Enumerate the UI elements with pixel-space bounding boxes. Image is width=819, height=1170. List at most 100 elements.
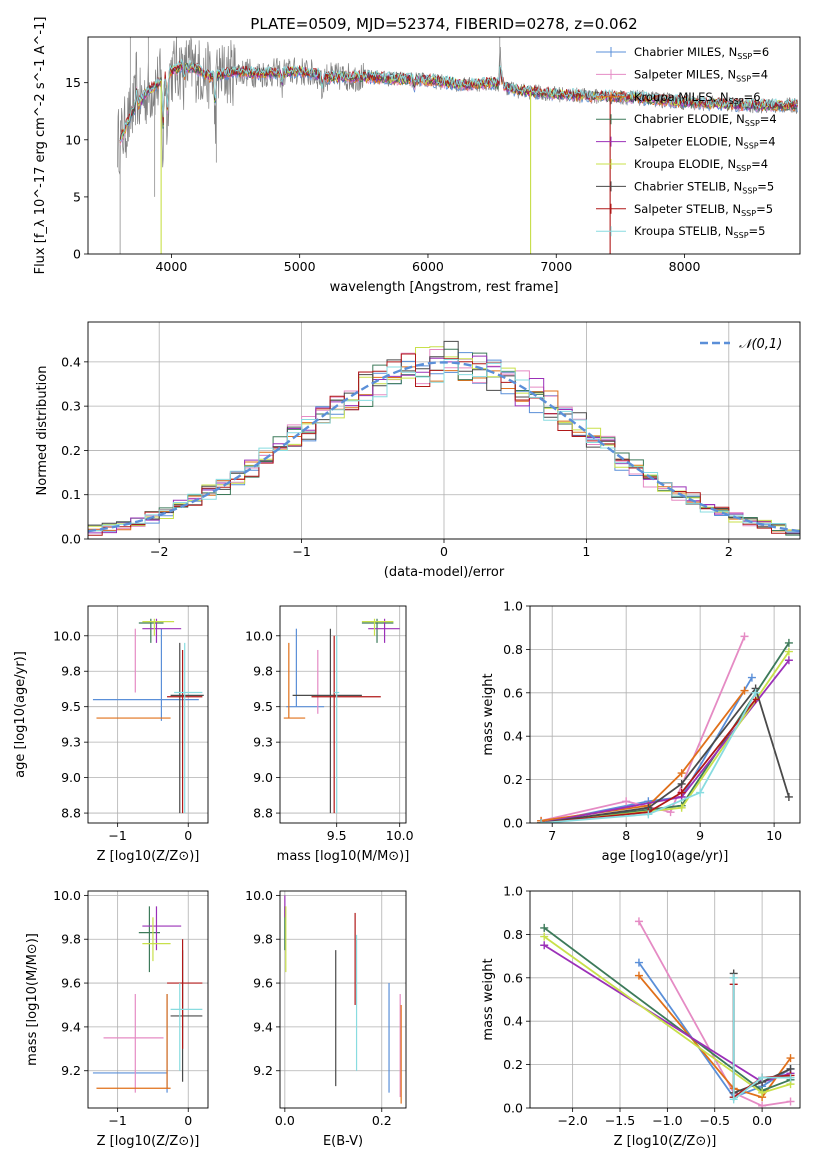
y-tick-label: 10.0: [53, 888, 81, 903]
x-tick-label: 0.0: [275, 1113, 295, 1128]
data-marker: [786, 1073, 795, 1082]
x-tick-label: 8000: [669, 259, 701, 274]
x-tick-label: 5000: [284, 259, 316, 274]
data-marker: [729, 1095, 738, 1104]
series-line: [540, 636, 746, 822]
y-tick-label: 9.8: [253, 664, 273, 679]
legend-model: Salpeter ELODIE: [634, 135, 728, 149]
legend-nssp: 5: [758, 224, 765, 238]
errorbar-point-kroupa-miles: [283, 642, 306, 719]
y-tick-label: 9.0: [61, 770, 81, 785]
y-tick-label: 10.0: [245, 888, 273, 903]
y-tick-label: 9.6: [253, 976, 273, 991]
legend-nssp: 4: [761, 157, 768, 171]
data-marker: [747, 673, 756, 682]
plot-area: [92, 618, 204, 814]
legend-nssp: 6: [762, 45, 769, 59]
y-tick-label: 8.8: [253, 806, 273, 821]
axes-frame: [87, 36, 801, 255]
y-tick-label: 0.2: [61, 443, 81, 458]
errorbar-point-kroupa-elodie: [142, 618, 175, 636]
errorbar-point-kroupa-stelib: [170, 983, 203, 1071]
data-marker: [677, 803, 686, 812]
ticks: −1 0 8.8 9.0 9.3 9.5 9.8 10.0: [53, 628, 192, 843]
x-tick-label: 2: [725, 544, 733, 559]
axes-frame: [529, 605, 801, 824]
panel-age-vs-mass: 9.5 10.0 8.8 9.0 9.3 9.5 9.8 10.0 mass [log10(M/…: [245, 605, 414, 864]
errorbar-point-chabrier-miles: [92, 994, 168, 1093]
x-axis-label: Z [log10(Z/Z⊙)]: [614, 1134, 717, 1149]
data-marker: [784, 638, 793, 647]
x-tick-label: 4000: [155, 259, 187, 274]
data-marker: [537, 819, 546, 823]
x-tick-label: 0.2: [372, 1113, 392, 1128]
x-tick-label: −0.5: [700, 1113, 730, 1128]
legend-nssp: 4: [769, 112, 776, 126]
plot-area: [537, 632, 793, 823]
errorbar-point-kroupa-miles: [96, 994, 171, 1089]
x-tick-label: −2.0: [557, 1113, 587, 1128]
series-salpeter-miles: [537, 632, 749, 823]
legend-model: Kroupa MILES: [634, 90, 713, 104]
legend: Chabrier MILES, NSSP=6 Salpeter MILES, NS…: [596, 45, 777, 240]
x-tick-label: 0: [184, 1113, 192, 1128]
errorbar-point-salpeter-elodie: [142, 618, 182, 643]
y-tick-label: 0.4: [61, 354, 81, 369]
x-tick-label: 7000: [540, 259, 572, 274]
x-tick-label: 0.0: [752, 1113, 772, 1128]
ticks: 0.0 0.2 9.2 9.4 9.6 9.8 10.0: [245, 888, 392, 1128]
data-marker: [677, 788, 686, 797]
errorbar-point-kroupa-elodie: [142, 917, 171, 962]
legend-label: Salpeter ELODIE, NSSP=4: [634, 135, 776, 151]
errorbar-point-kroupa-stelib: [174, 642, 203, 814]
x-tick-label: 1: [582, 544, 590, 559]
data-marker: [740, 686, 749, 695]
y-tick-label: 10.0: [245, 628, 273, 643]
y-tick-label: 1.0: [503, 599, 523, 614]
y-axis-label: mass [log10(M/M⊙)]: [25, 933, 40, 1066]
data-marker: [634, 917, 643, 926]
y-tick-label: 0.4: [503, 729, 523, 744]
data-marker: [540, 923, 549, 932]
panel-massweight-vs-age: 7 8 9 10 0.0 0.2 0.4 0.6 0.8 1.0 age [log10(age/yr…: [481, 599, 801, 864]
errorbar-point-salpeter-miles: [103, 994, 164, 1093]
plot-area: [540, 917, 795, 1108]
data-marker: [784, 792, 793, 801]
legend-nssp: 5: [767, 179, 774, 193]
x-tick-label: 7: [548, 828, 556, 843]
legend-label-normal: 𝒩(0,1): [739, 337, 782, 352]
data-marker: [758, 1073, 767, 1082]
panel-mass-vs-Z: −1 0 9.2 9.4 9.6 9.8 10.0 Z [log10(Z/Z⊙)] mass […: [25, 888, 209, 1149]
legend-model: Kroupa STELIB: [634, 224, 718, 238]
errorbar-point-chabrier-stelib: [170, 642, 204, 814]
y-tick-label: 10.0: [53, 628, 81, 643]
axes-frame: [87, 605, 209, 824]
y-tick-label: 0: [73, 247, 81, 262]
errorbar-point-salpeter-stelib: [311, 635, 381, 814]
data-marker: [540, 932, 549, 941]
y-tick-label: 5: [73, 189, 81, 204]
x-tick-label: 9: [696, 828, 704, 843]
y-tick-label: 0.1: [61, 487, 81, 502]
x-tick-label: −1.0: [652, 1113, 682, 1128]
ticks: 4000 5000 6000 7000 8000 0 5 10 15: [65, 75, 700, 274]
normal-curve: [88, 361, 800, 533]
axes-frame: [87, 890, 209, 1109]
y-tick-label: 0.0: [503, 1101, 523, 1116]
legend: 𝒩(0,1): [700, 337, 782, 352]
errorbar-point-kroupa-elodie: [361, 618, 394, 636]
y-tick-label: 9.2: [61, 1063, 81, 1078]
plot-area: [92, 906, 203, 1093]
x-axis-label: (data-model)/error: [384, 565, 505, 580]
data-marker: [540, 941, 549, 950]
series-line: [638, 920, 791, 1107]
data-marker: [751, 688, 760, 697]
errorbar-point-chabrier-miles: [92, 628, 199, 721]
grid: [88, 606, 208, 823]
data-marker: [677, 769, 686, 778]
errorbar-point-chabrier-elodie: [361, 618, 394, 643]
y-axis-label: age [log10(age/yr)]: [13, 651, 28, 778]
y-tick-label: 9.5: [253, 699, 273, 714]
y-axis-label: Flux [f_λ 10^-17 erg cm^-2 s^-1 A^-1]: [33, 17, 48, 275]
